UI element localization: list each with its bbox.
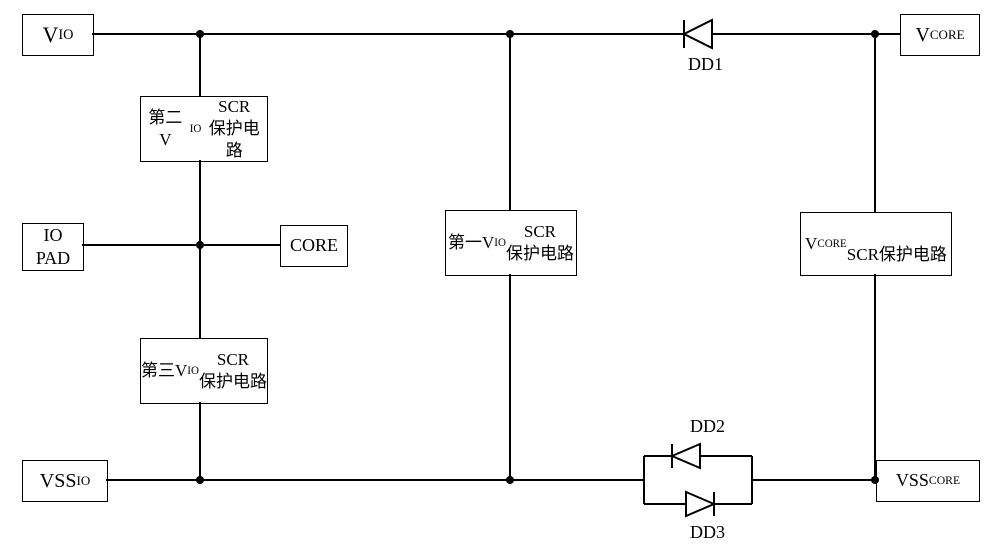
vss-core-terminal: VSSCORE (876, 460, 980, 502)
bot-rail-left (106, 479, 626, 481)
dd1-diode-icon (668, 14, 728, 54)
vss-io-terminal: VSSIO (22, 460, 108, 502)
col3-bot (874, 274, 876, 480)
dd3-label: DD3 (690, 522, 725, 543)
top-rail-left (92, 33, 668, 35)
dd1-label: DD1 (688, 54, 723, 75)
col1-mid-b (199, 245, 201, 338)
node-top-col3 (871, 30, 879, 38)
vcore-terminal: VCORE (900, 14, 980, 56)
col1-top (199, 34, 201, 96)
dd2-dd3-pair-icon (626, 436, 770, 524)
node-top-col1 (196, 30, 204, 38)
iopad-core-wire (82, 244, 280, 246)
scr2-block: 第二 VIO SCR保护电路 (140, 96, 268, 162)
core-terminal: CORE (280, 225, 348, 267)
col2-bot (509, 274, 511, 480)
node-mid-col1 (196, 241, 204, 249)
dd2-label: DD2 (690, 416, 725, 437)
col3-top (874, 34, 876, 212)
node-bot-col3 (871, 476, 879, 484)
node-bot-col1 (196, 476, 204, 484)
col1-bot (199, 402, 201, 480)
bot-rail-right (770, 479, 876, 481)
col1-mid-a (199, 160, 201, 245)
io-pad-terminal: IO PAD (22, 223, 84, 271)
scr3-block: 第三VIO SCR保护电路 (140, 338, 268, 404)
node-bot-col2 (506, 476, 514, 484)
col2-top (509, 34, 511, 210)
scr1-block: 第一VIO SCR保护电路 (445, 210, 577, 276)
vcore-scr-block: VCORESCR保护电路 (800, 212, 952, 276)
node-top-col2 (506, 30, 514, 38)
vio-terminal: VIO (22, 14, 94, 56)
